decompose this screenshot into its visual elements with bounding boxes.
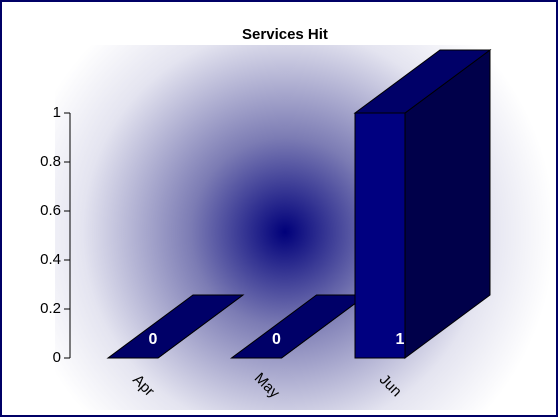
y-tick-label: 0.2: [40, 300, 61, 317]
data-label: 0: [272, 331, 281, 348]
y-tick-label: 0.4: [40, 251, 61, 268]
bar-top: [106, 294, 245, 359]
bar: [354, 112, 406, 359]
y-tick-label: 0.8: [40, 153, 61, 170]
y-tick-label: 1: [53, 104, 61, 121]
y-tick-label: 0: [53, 349, 61, 366]
data-label: 1: [396, 331, 405, 348]
data-label: 0: [149, 331, 158, 348]
chart-title: Services Hit: [242, 26, 328, 43]
y-tick-label: 0.6: [40, 202, 61, 219]
